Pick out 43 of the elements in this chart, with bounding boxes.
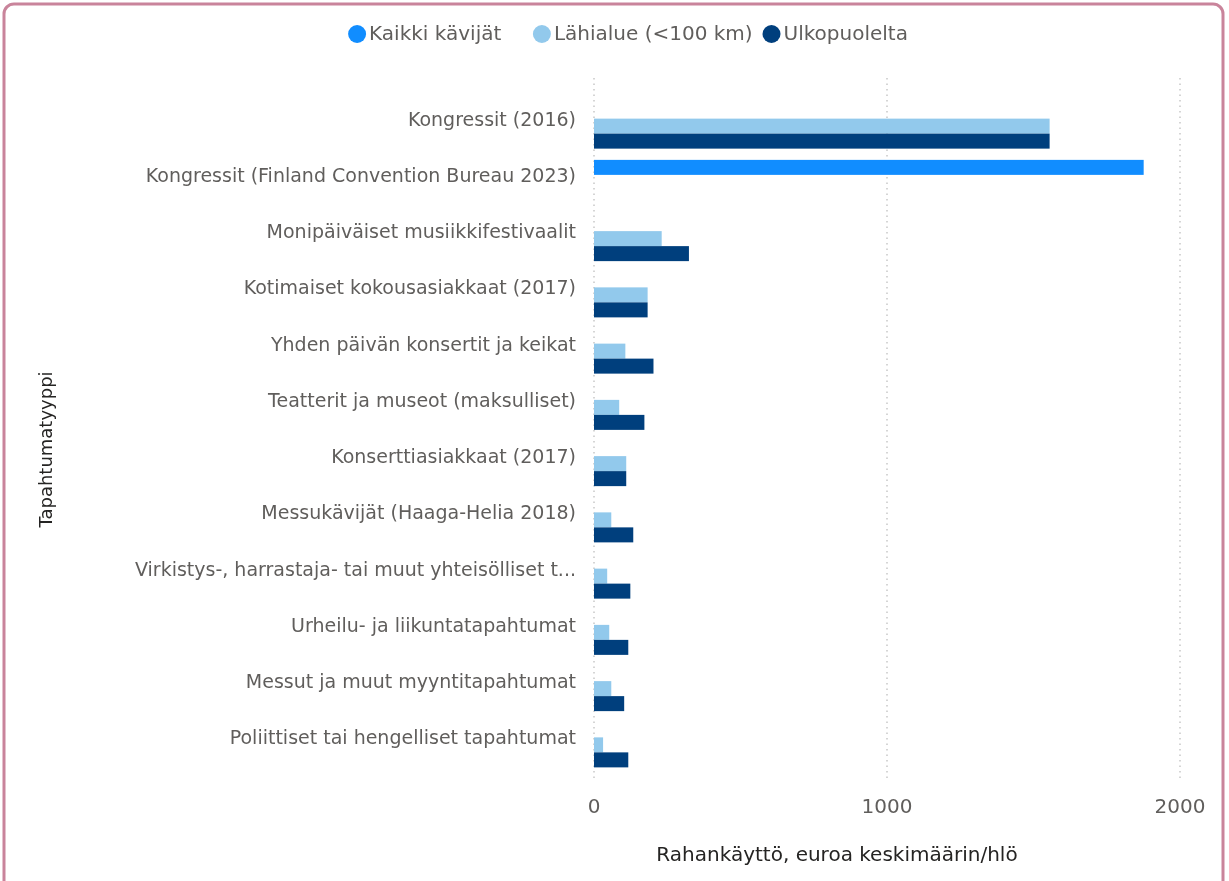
- bar: [594, 287, 648, 303]
- bar: [594, 681, 612, 697]
- y-tick-label: Kotimaiset kokousasiakkaat (2017): [243, 276, 576, 299]
- bar: [594, 471, 627, 487]
- x-tick-label: 2000: [1154, 794, 1206, 818]
- y-tick-label: Urheilu- ja liikuntatapahtumat: [291, 613, 576, 636]
- y-tick-label: Yhden päivän konsertit ja keikat: [269, 332, 576, 355]
- legend-label: Kaikki kävijät: [369, 20, 502, 45]
- bar: [594, 133, 1050, 149]
- bar: [594, 343, 626, 359]
- bar: [594, 527, 634, 543]
- bar: [594, 737, 604, 753]
- x-axis-title: Rahankäyttö, euroa keskimäärin/hlö: [656, 842, 1018, 866]
- bar: [594, 159, 1144, 175]
- y-tick-label: Kongressit (Finland Convention Bureau 2023): [145, 163, 576, 186]
- bar: [594, 512, 612, 528]
- bar: [594, 358, 654, 374]
- y-tick-label: Poliittiset tai hengelliset tapahtumat: [229, 726, 576, 749]
- bar: [594, 456, 627, 472]
- y-tick-label: Konserttiasiakkaat (2017): [331, 445, 576, 468]
- bar: [594, 302, 648, 318]
- bar: [594, 399, 620, 415]
- y-tick-label: Teatterit ja museot (maksulliset): [267, 388, 576, 411]
- y-tick-label: Messut ja muut myyntitapahtumat: [245, 670, 576, 693]
- y-tick-label: Monipäiväiset musiikkifestivaalit: [266, 220, 576, 243]
- bar: [594, 624, 610, 640]
- x-tick-label: 0: [587, 794, 601, 818]
- bar: [594, 246, 689, 262]
- legend-label: Ulkopuolelta: [783, 20, 908, 45]
- bar: [594, 231, 662, 247]
- y-tick-label: Virkistys-, harrastaja- tai muut yhteisölliset t...: [134, 557, 576, 580]
- bar: [594, 752, 629, 768]
- bar: [594, 696, 625, 712]
- bar: [594, 118, 1050, 134]
- y-tick-label: Kongressit (2016): [407, 107, 576, 130]
- bar: [594, 583, 631, 599]
- bar: [594, 639, 629, 655]
- legend-label: Lähialue (<100 km): [553, 20, 753, 45]
- y-tick-label: Messukävijät (Haaga-Helia 2018): [261, 501, 576, 524]
- y-axis-title: Tapahtumatyyppi: [35, 371, 56, 529]
- x-tick-label: 1000: [861, 794, 913, 818]
- bar: [594, 568, 608, 584]
- bar: [594, 414, 645, 430]
